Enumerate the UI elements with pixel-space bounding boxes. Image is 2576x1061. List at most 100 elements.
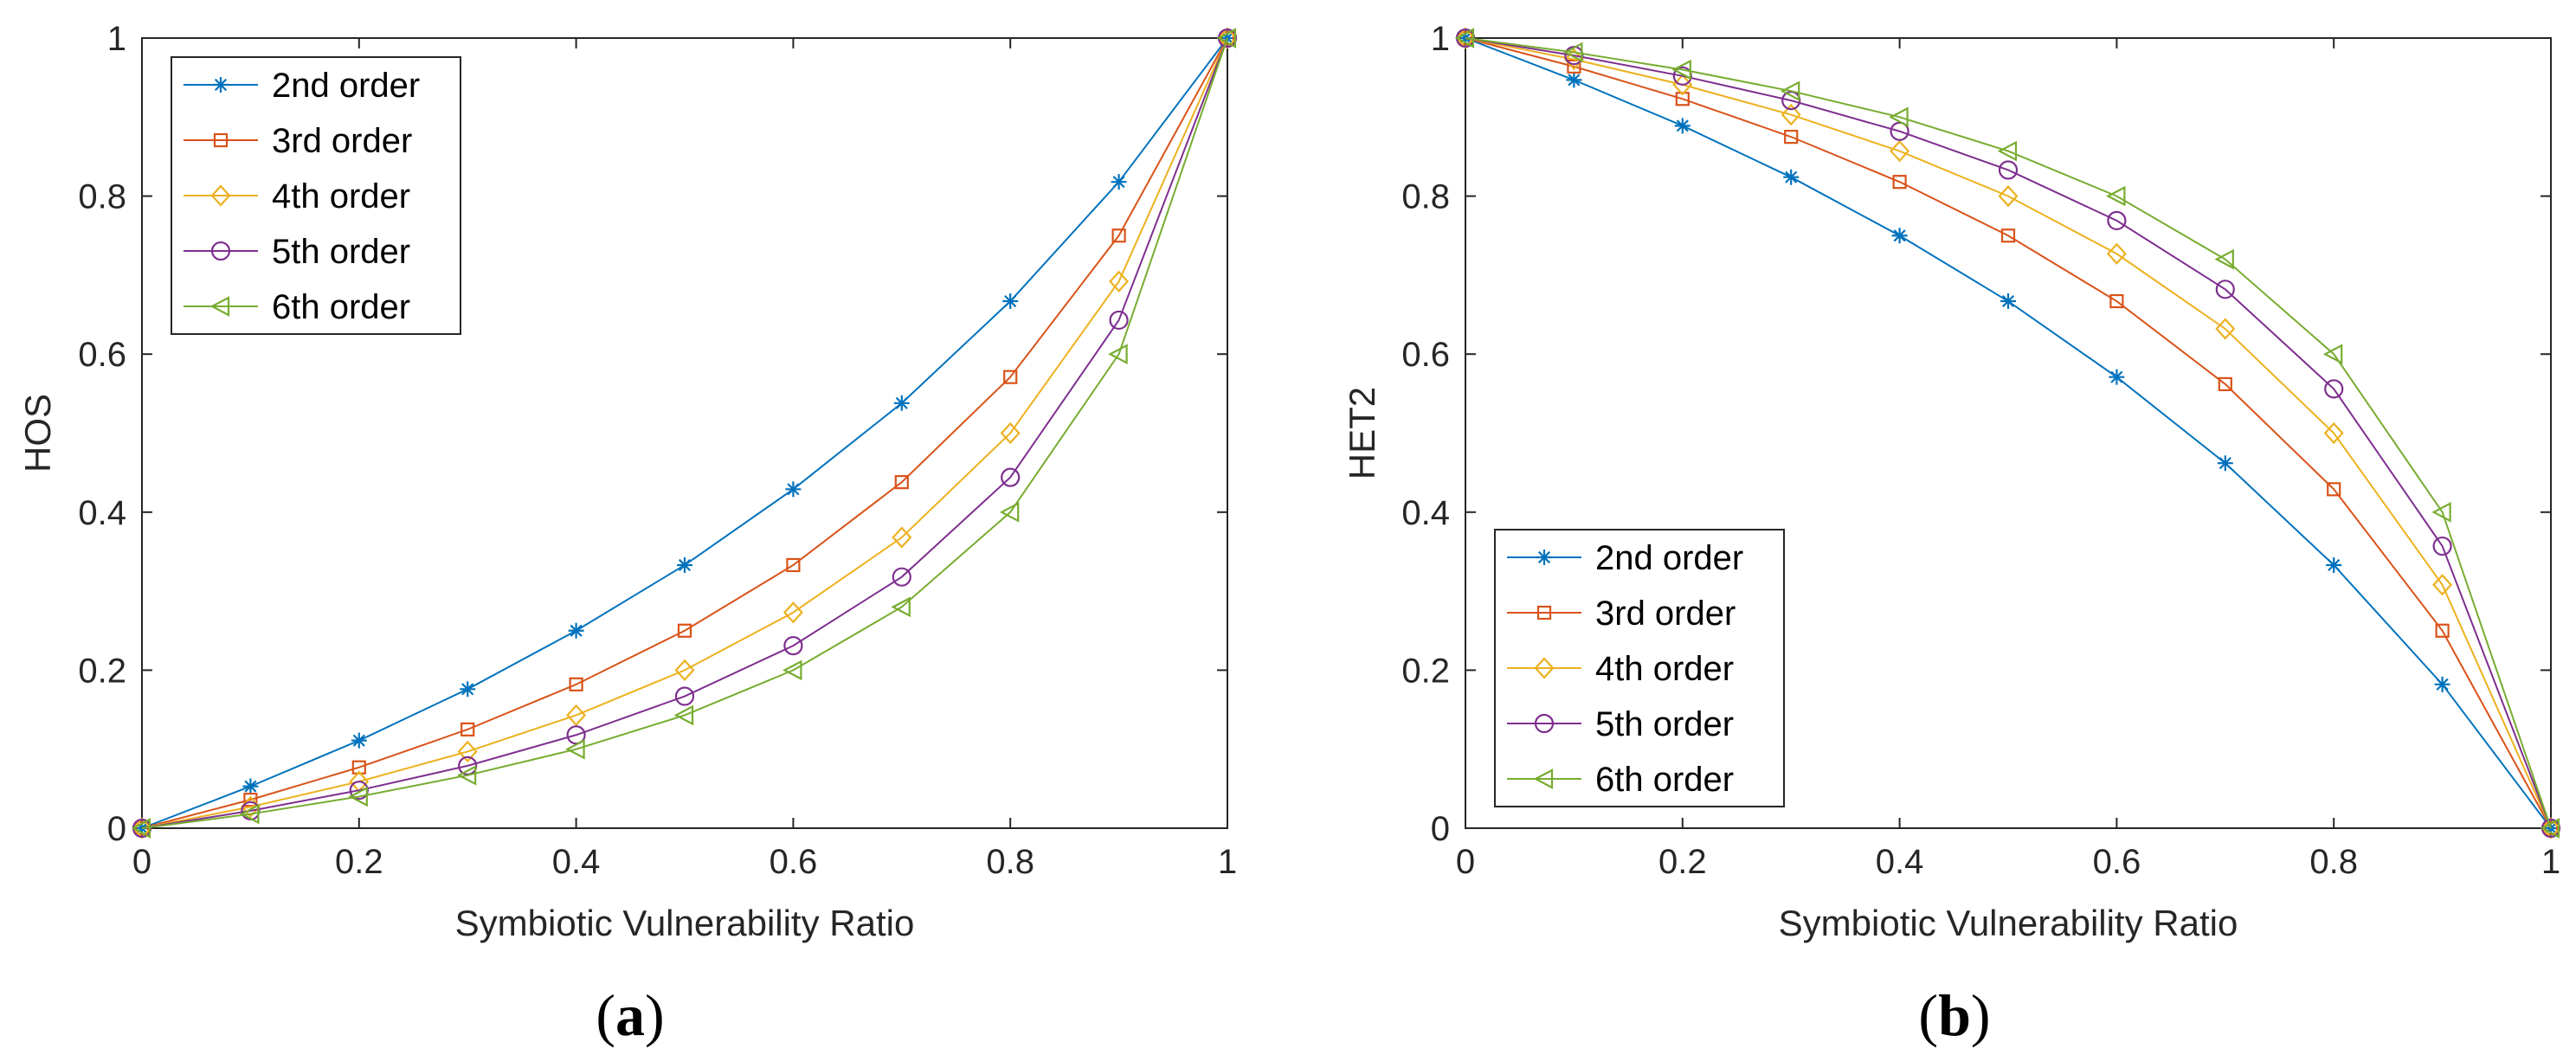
panel-a-hos-chart: 0 0.2 0.4 0.6 0.8 1 0 0.2 0.4 0.6 0.8 1 Symbiotic Vu… bbox=[17, 20, 1238, 1048]
legend: 2nd order 3rd order 4th order 5th order 6th … bbox=[171, 56, 461, 335]
data-point-2-order bbox=[568, 622, 584, 639]
x-tick-label: 0.6 bbox=[2093, 843, 2141, 881]
data-point-3-order bbox=[2543, 820, 2559, 836]
data-point-3-order bbox=[1567, 59, 1581, 74]
data-point-6-order bbox=[1454, 28, 1475, 48]
data-point-6-order bbox=[2214, 248, 2234, 270]
y-tick-label: 1 bbox=[1431, 20, 1450, 58]
x-tick-label: 0.4 bbox=[552, 843, 601, 881]
data-point-6-order bbox=[2106, 185, 2126, 207]
data-point-6-order bbox=[456, 765, 477, 786]
data-point-2-order bbox=[351, 732, 367, 749]
y-tick-label: 0.2 bbox=[78, 652, 126, 690]
legend-label: 4th order bbox=[272, 177, 410, 215]
legend-marker bbox=[210, 241, 231, 261]
data-point-2-order bbox=[460, 681, 476, 698]
data-point-4-order bbox=[2323, 421, 2344, 445]
panel-caption: (a) bbox=[596, 982, 664, 1048]
data-point-6-order bbox=[1216, 28, 1237, 48]
data-point-4-order bbox=[1998, 184, 2019, 208]
data-point-2-order bbox=[1674, 118, 1690, 134]
x-tick-label: 0.2 bbox=[335, 843, 383, 881]
legend-marker bbox=[1536, 550, 1552, 565]
y-tick-label: 0.2 bbox=[1401, 652, 1450, 690]
legend-label: 6th order bbox=[1595, 761, 1734, 799]
data-point-6-order bbox=[1671, 59, 1691, 80]
data-point-4-order bbox=[674, 659, 695, 682]
data-point-2-order bbox=[242, 778, 259, 794]
data-point-6-order bbox=[2322, 344, 2343, 365]
data-point-2-order bbox=[1566, 72, 1582, 88]
legend-marker bbox=[1536, 605, 1552, 621]
data-point-6-order bbox=[1108, 344, 1128, 365]
data-point-2-order bbox=[2217, 455, 2233, 472]
legend-label: 3rd order bbox=[272, 122, 412, 160]
legend-marker bbox=[209, 296, 230, 317]
data-point-3-order bbox=[894, 475, 909, 490]
data-point-3-order bbox=[2435, 623, 2450, 638]
legend-marker bbox=[210, 184, 231, 207]
data-point-3-order bbox=[1003, 370, 1018, 384]
legend-label: 5th order bbox=[272, 233, 410, 271]
data-point-6-order bbox=[1563, 42, 1583, 63]
data-point-4-order bbox=[457, 740, 478, 763]
data-point-6-order bbox=[2540, 818, 2560, 839]
data-point-2-order bbox=[2109, 369, 2125, 385]
legend-marker bbox=[1534, 713, 1555, 734]
caption-open-paren: ( bbox=[1918, 982, 1938, 1048]
legend-marker bbox=[213, 132, 229, 148]
data-point-4-order bbox=[782, 601, 803, 624]
y-tick-label: 0.4 bbox=[78, 494, 126, 532]
data-point-6-order bbox=[1889, 106, 1909, 128]
series-line-4-order bbox=[141, 37, 1228, 829]
x-tick-label: 0.6 bbox=[770, 843, 818, 881]
data-point-2-order bbox=[2434, 676, 2450, 692]
data-point-2-order bbox=[1111, 174, 1127, 190]
y-tick-label: 0.6 bbox=[78, 336, 126, 374]
legend: 2nd order 3rd order 4th order 5th order 6th … bbox=[1494, 529, 1785, 807]
data-point-3-order bbox=[460, 722, 475, 736]
data-point-5-order bbox=[2324, 379, 2344, 399]
data-point-6-order bbox=[131, 818, 151, 839]
data-point-4-order bbox=[2215, 318, 2236, 340]
series-line-6-order bbox=[141, 37, 1228, 829]
data-point-2-order bbox=[893, 395, 910, 411]
data-point-3-order bbox=[1892, 175, 1907, 190]
data-point-4-order bbox=[2432, 574, 2453, 596]
caption-close-paren: ) bbox=[645, 982, 665, 1048]
y-axis-label: HET2 bbox=[1342, 387, 1382, 479]
series-line-6-order bbox=[1465, 37, 2552, 829]
legend-marker bbox=[213, 77, 229, 93]
data-point-4-order bbox=[1000, 421, 1021, 445]
data-point-4-order bbox=[892, 526, 912, 549]
legend-label: 5th order bbox=[1595, 705, 1734, 743]
data-point-2-order bbox=[785, 481, 802, 498]
legend-label: 2nd order bbox=[272, 67, 420, 105]
data-point-5-order bbox=[892, 567, 911, 587]
series-line-5-order bbox=[141, 37, 1228, 829]
data-point-6-order bbox=[565, 738, 585, 760]
y-tick-label: 0 bbox=[107, 810, 126, 848]
data-point-5-order bbox=[1109, 310, 1129, 331]
caption-close-paren: ) bbox=[1971, 982, 1991, 1048]
series-line-4-order bbox=[1465, 37, 2552, 829]
data-point-3-order bbox=[677, 623, 692, 638]
data-point-3-order bbox=[1111, 228, 1126, 243]
data-point-5-order bbox=[1998, 160, 2019, 180]
x-tick-label: 0.8 bbox=[2309, 843, 2358, 881]
caption-open-paren: ( bbox=[596, 982, 615, 1048]
legend-marker bbox=[1533, 768, 1554, 789]
caption-letter: b bbox=[1938, 982, 1971, 1048]
data-point-6-order bbox=[782, 659, 802, 681]
x-tick-label: 0.4 bbox=[1876, 843, 1924, 881]
data-point-6-order bbox=[999, 501, 1020, 523]
data-point-3-order bbox=[1784, 130, 1799, 145]
x-tick-label: 1 bbox=[2541, 843, 2560, 881]
panel-caption: (b) bbox=[1918, 982, 1990, 1048]
data-point-5-order bbox=[783, 635, 803, 656]
data-point-4-order bbox=[1890, 139, 1910, 163]
data-point-6-order bbox=[1780, 80, 1800, 101]
data-point-3-order bbox=[786, 557, 801, 573]
data-point-2-order bbox=[2000, 293, 2016, 310]
data-point-4-order bbox=[1781, 103, 1801, 126]
